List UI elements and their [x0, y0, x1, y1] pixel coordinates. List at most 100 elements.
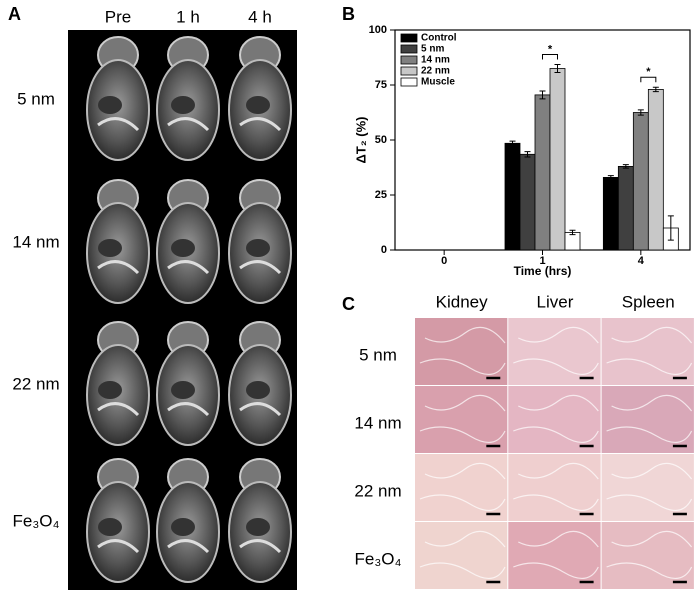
- bar: [617, 165, 634, 251]
- row-label: Fe₃O₄: [13, 511, 60, 530]
- significance-mark: *: [548, 43, 553, 55]
- column-label: 4 h: [248, 7, 272, 26]
- column-label: Liver: [537, 292, 574, 311]
- mri-organ: [97, 260, 140, 275]
- bar: [534, 94, 551, 251]
- mri-organ: [97, 402, 140, 417]
- histology-image: [508, 386, 601, 453]
- y-tick-label: 25: [375, 189, 387, 201]
- histology-image: [415, 454, 508, 521]
- histology-image: [415, 386, 508, 453]
- mri-organ: [239, 539, 282, 554]
- bar: [602, 176, 619, 251]
- bar: [632, 112, 649, 251]
- legend-label: Muscle: [421, 77, 455, 88]
- legend-label: Control: [421, 33, 457, 44]
- error-bar: [667, 215, 674, 241]
- tissue-texture: [419, 530, 506, 579]
- mri-organ: [167, 402, 210, 417]
- histology-image: [415, 522, 508, 589]
- legend-swatch: [400, 33, 418, 43]
- column-label: Spleen: [622, 292, 675, 311]
- mri-organ: [246, 518, 270, 536]
- mri-organ: [171, 518, 195, 536]
- legend-label: 5 nm: [421, 44, 444, 55]
- legend-swatch: [400, 77, 418, 87]
- column-label: 1 h: [176, 7, 200, 26]
- panel-label: C: [342, 294, 355, 314]
- tissue-texture: [419, 394, 506, 443]
- histology-image: [508, 318, 601, 385]
- x-tick-label: 0: [441, 255, 447, 267]
- error-bar: [554, 64, 561, 73]
- mri-organ: [98, 381, 122, 399]
- tissue-texture: [513, 462, 599, 511]
- mri-organ: [98, 96, 122, 114]
- legend-swatch: [400, 66, 418, 76]
- mri-organ: [167, 539, 210, 554]
- legend-swatch: [400, 55, 418, 65]
- error-bar: [509, 140, 516, 146]
- error-bar: [539, 90, 546, 100]
- mri-organ: [239, 260, 282, 275]
- x-tick-label: 4: [638, 255, 645, 267]
- y-tick-label: 100: [369, 24, 387, 36]
- significance-bracket: [542, 54, 558, 60]
- y-tick-label: 50: [375, 134, 387, 146]
- tissue-texture: [606, 462, 693, 511]
- column-label: Kidney: [436, 292, 488, 311]
- histology-image: [508, 454, 601, 521]
- mri-organ: [246, 381, 270, 399]
- x-axis-label: Time (hrs): [514, 264, 572, 278]
- significance-bracket: [640, 76, 657, 83]
- row-label: 5 nm: [359, 345, 397, 364]
- error-bar: [607, 175, 614, 180]
- row-label: 14 nm: [12, 232, 59, 251]
- row-label: 14 nm: [354, 413, 401, 432]
- mri-organ: [97, 539, 140, 554]
- legend-swatch: [400, 44, 418, 54]
- tissue-texture: [606, 530, 693, 579]
- histology-image: [601, 454, 694, 521]
- panel-label: A: [8, 4, 21, 24]
- panel-label: B: [342, 4, 355, 24]
- mri-organ: [171, 381, 195, 399]
- mri-organ: [246, 239, 270, 257]
- error-bar: [524, 151, 531, 158]
- histology-image: [415, 318, 508, 385]
- error-bar: [622, 164, 629, 169]
- histology-image: [601, 522, 694, 589]
- tissue-texture: [606, 326, 693, 375]
- mri-organ: [97, 117, 140, 132]
- mri-organ: [167, 260, 210, 275]
- x-tick-label: 1: [539, 255, 545, 267]
- tissue-texture: [606, 394, 693, 443]
- mri-organ: [239, 402, 282, 417]
- mri-organ: [167, 117, 210, 132]
- column-label: Pre: [105, 7, 131, 26]
- legend-label: 14 nm: [421, 55, 450, 66]
- tissue-texture: [419, 462, 506, 511]
- row-label: 22 nm: [12, 374, 59, 393]
- mri-organ: [171, 239, 195, 257]
- row-label: Fe₃O₄: [355, 549, 402, 568]
- row-label: 5 nm: [17, 89, 55, 108]
- mri-organ: [98, 239, 122, 257]
- error-bar: [569, 229, 576, 236]
- bar: [504, 142, 521, 251]
- error-bar: [652, 86, 659, 93]
- y-tick-label: 0: [381, 244, 387, 256]
- mri-organ: [246, 96, 270, 114]
- bar: [519, 153, 536, 251]
- histology-image: [601, 318, 694, 385]
- significance-mark: *: [646, 66, 651, 78]
- histology-image: [601, 386, 694, 453]
- tissue-texture: [513, 326, 599, 375]
- tissue-texture: [513, 394, 599, 443]
- row-label: 22 nm: [354, 481, 401, 500]
- tissue-texture: [419, 326, 506, 375]
- mri-organ: [171, 96, 195, 114]
- error-bar: [637, 109, 644, 116]
- bar: [549, 68, 566, 251]
